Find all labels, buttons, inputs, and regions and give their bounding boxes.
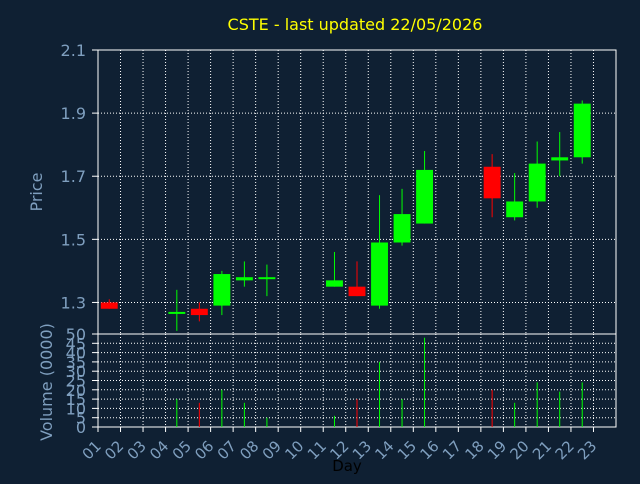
candle-body	[551, 157, 569, 161]
price-tick-label: 1.9	[61, 104, 86, 123]
candle-01	[100, 299, 118, 309]
candle-14	[393, 188, 411, 246]
candle-07	[235, 261, 253, 287]
candle-22	[573, 100, 591, 164]
price-axis-label: Price	[27, 172, 46, 211]
candle-body	[528, 163, 546, 202]
candle-18	[483, 154, 501, 218]
candle-body	[190, 308, 208, 316]
price-tick-label: 2.1	[61, 41, 86, 60]
volume-tick-label: 15	[66, 390, 86, 409]
price-axis-ticks: 1.3 1.5 1.7 1.9 2.1	[61, 41, 98, 312]
candle-body	[573, 103, 591, 158]
candle-body	[483, 166, 501, 199]
volume-tick-label: 20	[66, 381, 86, 400]
volume-tick-label: 0	[76, 418, 86, 437]
volume-tick-label: 40	[66, 344, 86, 363]
candle-body	[416, 169, 434, 224]
price-tick-label: 1.3	[61, 293, 86, 312]
price-tick-label: 1.5	[61, 230, 86, 249]
price-panel: 1.3 1.5 1.7 1.9 2.1 Price	[27, 41, 617, 335]
price-tick-label: 1.7	[61, 167, 86, 186]
candle-13	[371, 195, 388, 309]
candle-15	[416, 150, 434, 224]
candle-06	[213, 270, 231, 316]
volume-tick-label: 30	[66, 362, 86, 381]
candle-body	[168, 311, 186, 314]
volume-tick-label: 45	[66, 334, 86, 353]
candle-body	[100, 302, 118, 309]
volume-tick-label: 25	[66, 372, 86, 391]
candle-body	[393, 214, 411, 243]
candle-21	[551, 132, 569, 177]
volume-axis-label: Volume (0000)	[37, 323, 56, 441]
candle-12	[348, 261, 366, 297]
candle-body	[348, 286, 366, 297]
volume-tick-label: 35	[66, 353, 86, 372]
volume-bars	[176, 337, 583, 427]
candle-body	[506, 201, 524, 218]
candle-04	[168, 289, 186, 331]
candle-body	[213, 274, 231, 306]
volume-tick-label: 10	[66, 399, 86, 418]
candle-19	[506, 173, 524, 221]
volume-tick-label: 5	[76, 409, 86, 428]
candles	[100, 100, 591, 331]
candle-05	[190, 302, 208, 322]
candle-08	[258, 264, 276, 297]
day-tick-label: 23	[574, 437, 600, 463]
candle-body	[371, 242, 388, 306]
candle-body	[326, 280, 343, 287]
candle-11	[326, 251, 343, 287]
candle-body	[235, 277, 253, 281]
price-grid	[98, 50, 616, 334]
day-axis-label: Day	[332, 457, 362, 475]
volume-tick-label: 50	[66, 325, 86, 344]
candle-20	[528, 141, 546, 208]
chart-title: CSTE - last updated 22/05/2026	[228, 15, 483, 34]
candle-body	[258, 277, 276, 280]
